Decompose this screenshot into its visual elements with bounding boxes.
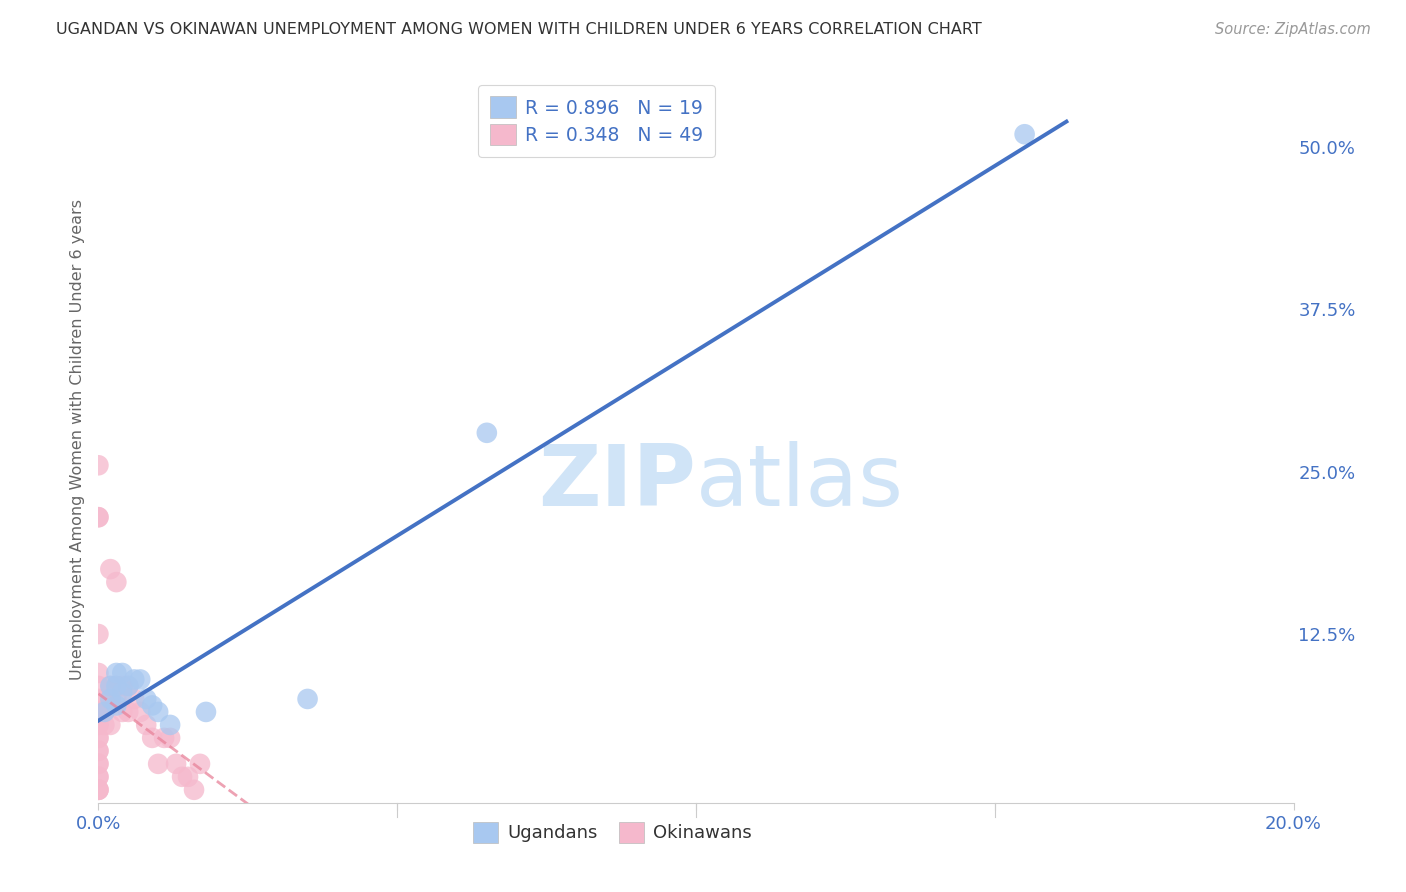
Point bbox=[1014, 127, 1036, 141]
Point bbox=[87, 731, 110, 745]
Point bbox=[135, 718, 157, 732]
Text: ZIP: ZIP bbox=[538, 442, 696, 524]
Point bbox=[87, 665, 110, 680]
Point bbox=[475, 425, 498, 440]
Y-axis label: Unemployment Among Women with Children Under 6 years: Unemployment Among Women with Children U… bbox=[69, 199, 84, 680]
Point bbox=[117, 679, 139, 693]
Point bbox=[177, 770, 200, 784]
Point bbox=[87, 731, 110, 745]
Point bbox=[87, 510, 110, 524]
Point bbox=[297, 692, 319, 706]
Point bbox=[172, 770, 194, 784]
Point bbox=[87, 756, 110, 771]
Point bbox=[148, 705, 170, 719]
Point bbox=[148, 756, 170, 771]
Point bbox=[98, 679, 122, 693]
Point bbox=[195, 705, 218, 719]
Point bbox=[111, 705, 134, 719]
Point bbox=[129, 673, 152, 687]
Point bbox=[105, 679, 128, 693]
Point bbox=[87, 627, 110, 641]
Point bbox=[117, 679, 139, 693]
Point bbox=[105, 665, 128, 680]
Point bbox=[87, 756, 110, 771]
Point bbox=[159, 731, 181, 745]
Point bbox=[117, 705, 139, 719]
Point bbox=[105, 692, 128, 706]
Point bbox=[87, 692, 110, 706]
Point bbox=[98, 692, 122, 706]
Point bbox=[87, 770, 110, 784]
Point bbox=[87, 705, 110, 719]
Point bbox=[111, 665, 134, 680]
Point bbox=[93, 692, 115, 706]
Point bbox=[87, 782, 110, 797]
Point bbox=[87, 782, 110, 797]
Point bbox=[141, 731, 163, 745]
Point bbox=[98, 692, 122, 706]
Point bbox=[87, 705, 110, 719]
Point bbox=[87, 744, 110, 758]
Point bbox=[87, 510, 110, 524]
Point bbox=[183, 782, 205, 797]
Point bbox=[87, 679, 110, 693]
Point bbox=[87, 770, 110, 784]
Point bbox=[93, 705, 115, 719]
Point bbox=[124, 673, 146, 687]
Point bbox=[141, 698, 163, 713]
Point bbox=[87, 744, 110, 758]
Point bbox=[135, 692, 157, 706]
Point bbox=[153, 731, 176, 745]
Point bbox=[98, 679, 122, 693]
Point bbox=[87, 705, 110, 719]
Point bbox=[159, 718, 181, 732]
Point bbox=[93, 718, 115, 732]
Point bbox=[93, 705, 115, 719]
Legend: Ugandans, Okinawans: Ugandans, Okinawans bbox=[464, 813, 761, 852]
Text: UGANDAN VS OKINAWAN UNEMPLOYMENT AMONG WOMEN WITH CHILDREN UNDER 6 YEARS CORRELA: UGANDAN VS OKINAWAN UNEMPLOYMENT AMONG W… bbox=[56, 22, 981, 37]
Point bbox=[87, 718, 110, 732]
Point bbox=[111, 679, 134, 693]
Point bbox=[87, 458, 110, 473]
Point bbox=[188, 756, 211, 771]
Point bbox=[124, 692, 146, 706]
Point bbox=[87, 718, 110, 732]
Point bbox=[98, 718, 122, 732]
Point bbox=[165, 756, 187, 771]
Point bbox=[87, 782, 110, 797]
Point bbox=[98, 562, 122, 576]
Point bbox=[129, 705, 152, 719]
Text: Source: ZipAtlas.com: Source: ZipAtlas.com bbox=[1215, 22, 1371, 37]
Point bbox=[105, 679, 128, 693]
Text: atlas: atlas bbox=[696, 442, 904, 524]
Point bbox=[105, 698, 128, 713]
Point bbox=[105, 575, 128, 590]
Point bbox=[111, 685, 134, 699]
